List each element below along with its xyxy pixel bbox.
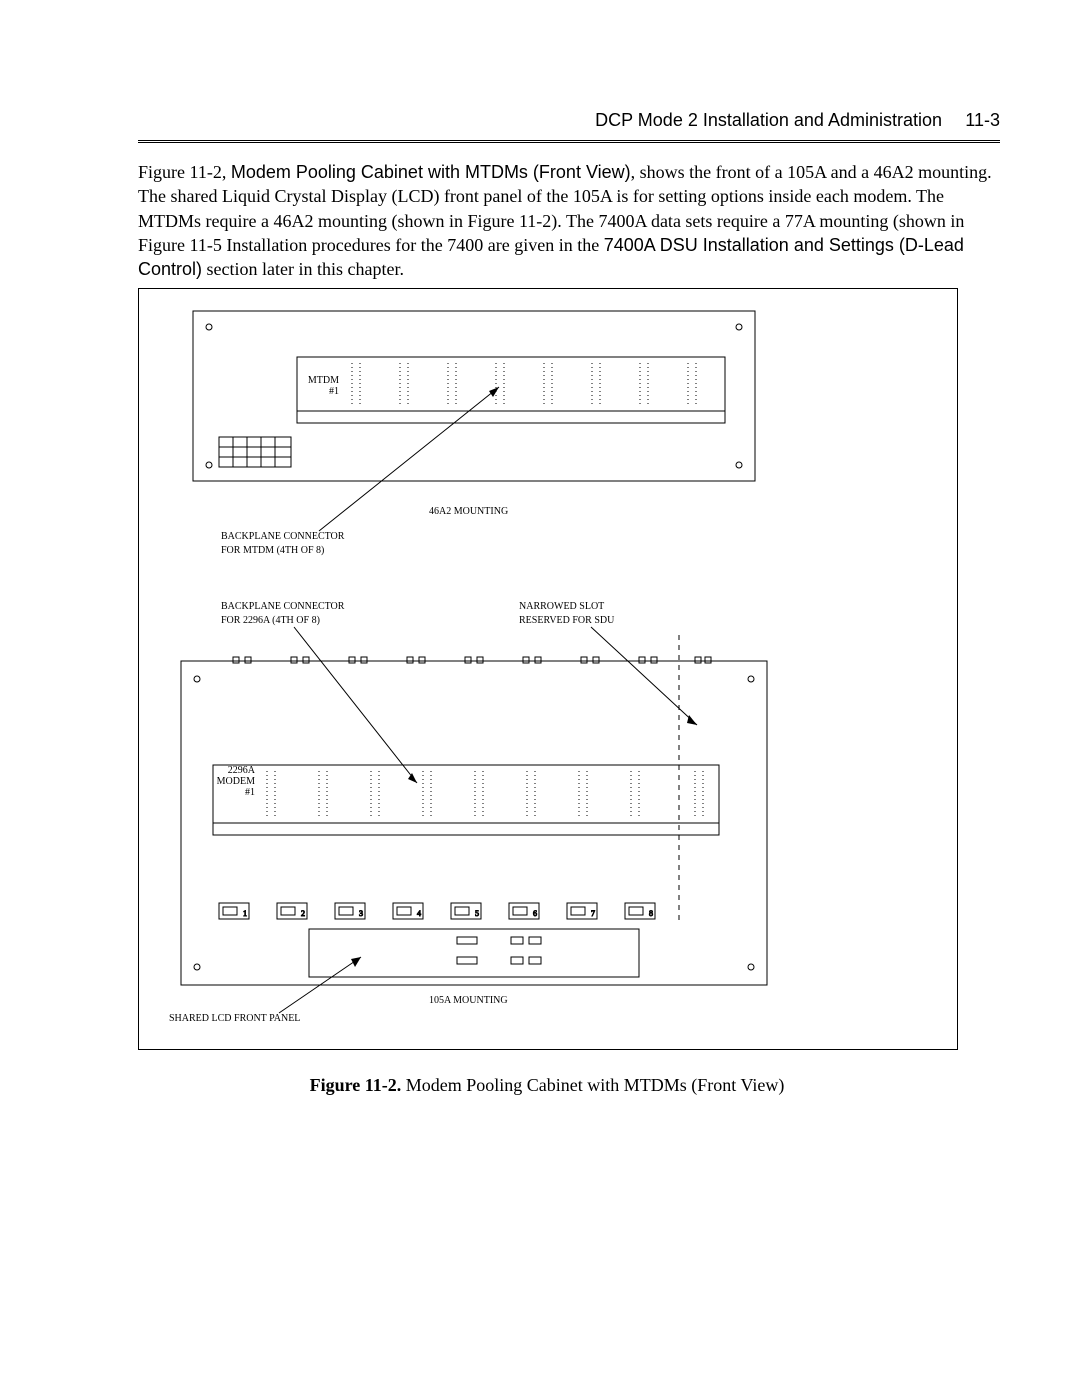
body-paragraph: Figure 11-2, Modem Pooling Cabinet with … bbox=[138, 160, 1000, 281]
label-shared-lcd: SHARED LCD FRONT PANEL bbox=[169, 1013, 300, 1024]
page: DCP Mode 2 Installation and Administrati… bbox=[0, 0, 1080, 1397]
paragraph-text: Figure 11-2, bbox=[138, 162, 231, 182]
panel-button-number: 5 bbox=[475, 909, 479, 918]
running-header-title: DCP Mode 2 Installation and Administrati… bbox=[595, 110, 942, 131]
label-bp-mtdm-2: FOR MTDM (4TH OF 8) bbox=[221, 545, 324, 556]
modem-label-line1: 2296A bbox=[228, 765, 256, 776]
running-header-page-number: 11-3 bbox=[965, 110, 1000, 131]
panel-button-number: 4 bbox=[417, 909, 421, 918]
panel-button-number: 8 bbox=[649, 909, 653, 918]
figure-caption-text: Modem Pooling Cabinet with MTDMs (Front … bbox=[401, 1075, 784, 1095]
label-narrow-1: NARROWED SLOT bbox=[519, 601, 604, 612]
label-bp-2296-2: FOR 2296A (4TH OF 8) bbox=[221, 615, 320, 626]
mtdm-label-line2: #1 bbox=[329, 386, 339, 397]
cabinet-diagram: MTDM #1 bbox=[139, 289, 957, 1049]
panel-button-number: 7 bbox=[591, 909, 595, 918]
figure-container: MTDM #1 bbox=[138, 288, 958, 1050]
label-105a-mounting: 105A MOUNTING bbox=[429, 995, 508, 1006]
figure-caption-label: Figure 11-2. bbox=[310, 1075, 402, 1095]
header-rule bbox=[138, 140, 1000, 143]
modem-label-line3: #1 bbox=[245, 787, 255, 798]
panel-button-number: 3 bbox=[359, 909, 363, 918]
paragraph-figure-ref: Modem Pooling Cabinet with MTDMs (Front … bbox=[231, 162, 631, 182]
panel-button-number: 1 bbox=[243, 909, 247, 918]
figure-caption: Figure 11-2. Modem Pooling Cabinet with … bbox=[138, 1075, 956, 1096]
label-46a2-mounting: 46A2 MOUNTING bbox=[429, 506, 508, 517]
label-bp-mtdm-1: BACKPLANE CONNECTOR bbox=[221, 531, 345, 542]
panel-button-number: 2 bbox=[301, 909, 305, 918]
modem-label-line2: MODEM bbox=[217, 776, 255, 787]
panel-button-number: 6 bbox=[533, 909, 537, 918]
label-bp-2296-1: BACKPLANE CONNECTOR bbox=[221, 601, 345, 612]
label-narrow-2: RESERVED FOR SDU bbox=[519, 615, 615, 626]
paragraph-text: section later in this chapter. bbox=[202, 259, 404, 279]
mtdm-label-line1: MTDM bbox=[308, 375, 339, 386]
